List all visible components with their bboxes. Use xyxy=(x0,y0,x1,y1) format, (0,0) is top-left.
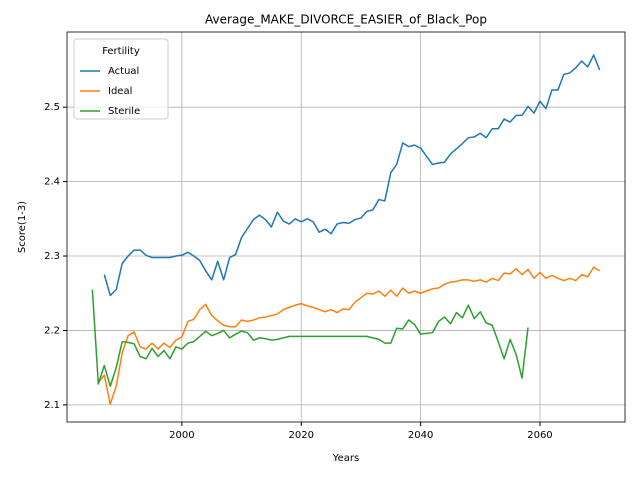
axes-frame xyxy=(66,31,626,423)
x-tick-label: 2040 xyxy=(408,430,433,441)
chart-title: Average_MAKE_DIVORCE_EASIER_of_Black_Pop xyxy=(205,13,487,27)
legend-label: Actual xyxy=(108,66,139,77)
y-tick-label: 2.5 xyxy=(44,102,60,113)
x-tick-label: 2060 xyxy=(527,430,552,441)
y-tick-label: 2.1 xyxy=(44,400,60,411)
x-tick-label: 2000 xyxy=(169,430,194,441)
y-tick-label: 2.4 xyxy=(44,177,60,188)
y-tick-label: 2.2 xyxy=(44,325,60,336)
series-line xyxy=(91,289,529,388)
legend-label: Ideal xyxy=(108,86,132,97)
y-tick-label: 2.3 xyxy=(44,251,60,262)
y-axis-label: Score(1-3) xyxy=(17,201,28,253)
legend-title: Fertility xyxy=(102,46,140,57)
x-tick-label: 2020 xyxy=(289,430,314,441)
legend-label: Sterile xyxy=(108,106,140,117)
series-line xyxy=(103,54,601,297)
x-axis-label: Years xyxy=(332,453,359,464)
series-line xyxy=(97,266,601,405)
legend-box xyxy=(73,38,169,120)
